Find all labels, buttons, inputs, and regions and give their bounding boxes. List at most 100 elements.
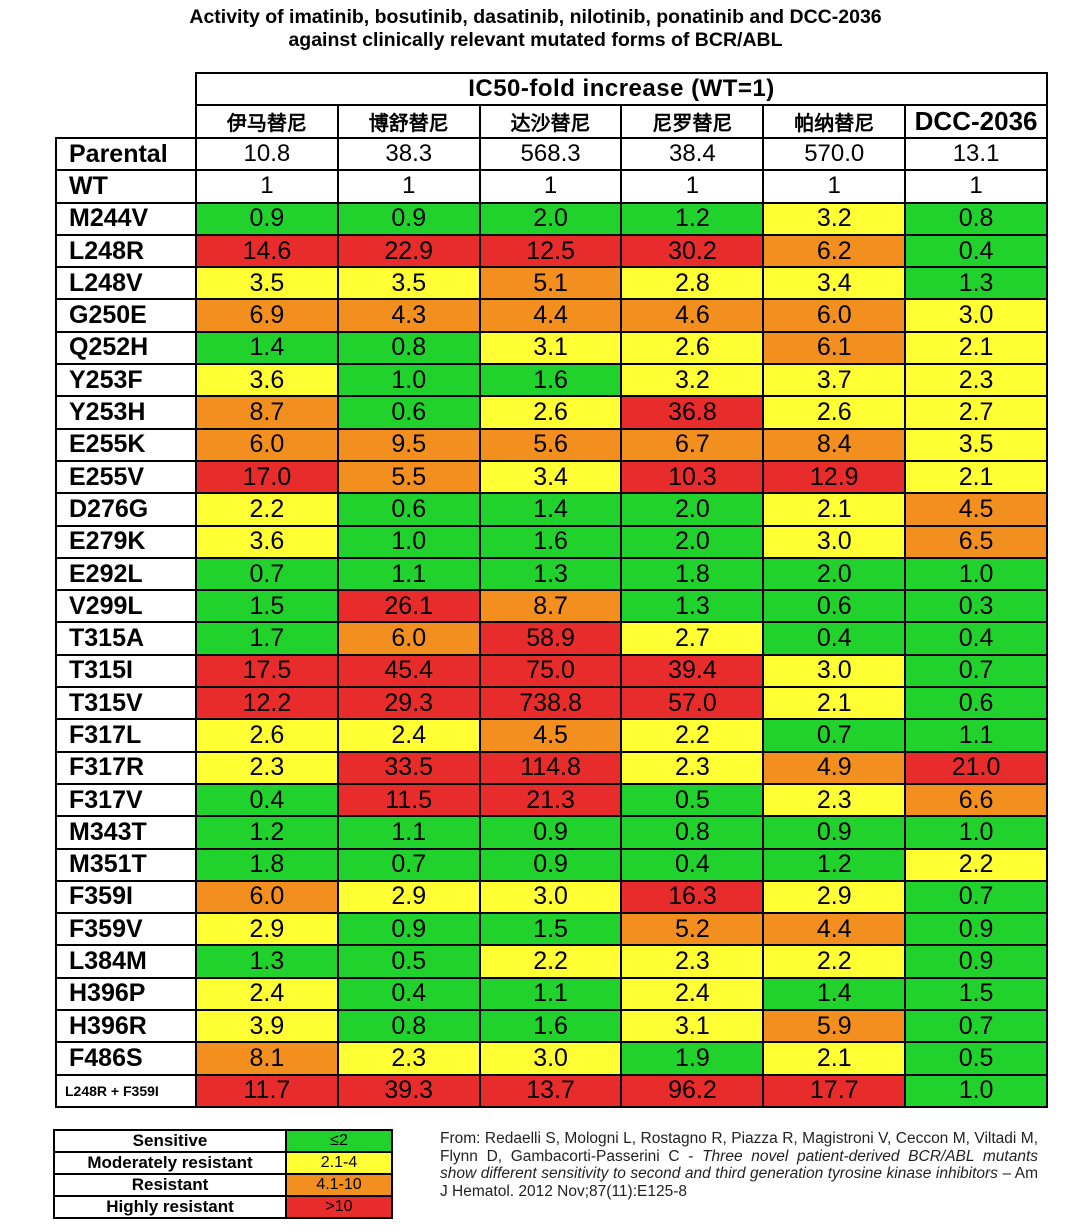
table-cell: 1.0 xyxy=(904,1073,1048,1108)
table-row: G250E 6.9 4.3 4.4 4.6 6.0 3.0 xyxy=(55,298,1048,333)
table-cell: 2.1 xyxy=(762,1041,907,1076)
table-cell: 3.5 xyxy=(904,427,1048,462)
table-cell: 2.1 xyxy=(904,330,1048,366)
table-cell: 0.9 xyxy=(195,201,339,236)
table-cell: 0.6 xyxy=(336,492,481,527)
table-cell: 1.3 xyxy=(904,266,1048,301)
table-cell: 5.5 xyxy=(336,459,481,495)
row-label: D276G xyxy=(55,492,197,527)
table-cell: 1.7 xyxy=(195,621,339,656)
table-cell: 2.3 xyxy=(762,782,907,818)
row-label: M351T xyxy=(55,847,197,882)
citation: From: Redaelli S, Mologni L, Rostagno R,… xyxy=(440,1130,1038,1200)
table-cell: 11.5 xyxy=(336,782,481,818)
table-row: T315A 1.7 6.0 58.9 2.7 0.4 0.4 xyxy=(55,621,1048,656)
table-row: H396P 2.4 0.4 1.1 2.4 1.4 1.5 xyxy=(55,976,1048,1012)
table-cell: 1.8 xyxy=(195,847,339,882)
table-cell: 0.6 xyxy=(904,686,1048,721)
table-cell: 2.2 xyxy=(904,847,1048,882)
table-cell: 2.6 xyxy=(195,718,339,753)
table-cell: 12.2 xyxy=(195,686,339,721)
table-cell: 6.5 xyxy=(904,524,1048,559)
table-cell: 0.8 xyxy=(336,1009,481,1044)
table-cell: 2.2 xyxy=(478,944,623,979)
table-cell: 0.4 xyxy=(195,782,339,818)
header-blank xyxy=(56,73,196,105)
table-cell: 2.0 xyxy=(620,492,765,527)
table-cell: 6.0 xyxy=(336,621,481,656)
table-cell: 29.3 xyxy=(336,686,481,721)
table-row: Q252H 1.4 0.8 3.1 2.6 6.1 2.1 xyxy=(55,330,1048,366)
table-row: T315V 12.2 29.3 738.8 57.0 2.1 0.6 xyxy=(55,686,1048,721)
row-label: Q252H xyxy=(55,330,197,366)
table-cell: 2.3 xyxy=(195,750,339,785)
table-cell: 4.5 xyxy=(904,492,1048,527)
table-cell: 57.0 xyxy=(620,686,765,721)
table-cell: 12.9 xyxy=(762,459,907,495)
table-row: V299L 1.5 26.1 8.7 1.3 0.6 0.3 xyxy=(55,589,1048,624)
table-cell: 2.2 xyxy=(762,944,907,979)
table-cell: 2.3 xyxy=(620,750,765,785)
table-cell: 2.9 xyxy=(762,879,907,915)
row-label: E255K xyxy=(55,427,197,462)
table-row: Parental 10.8 38.3 568.3 38.4 570.0 13.1 xyxy=(55,136,1048,172)
table-cell: 2.4 xyxy=(195,976,339,1012)
table-row: Y253H 8.7 0.6 2.6 36.8 2.6 2.7 xyxy=(55,395,1048,430)
row-label: F317V xyxy=(55,782,197,818)
table-cell: 5.2 xyxy=(620,912,765,947)
table-header-row: IC50-fold increase (WT=1) xyxy=(56,72,1048,106)
table-cell: 0.7 xyxy=(762,718,907,753)
row-label: F359I xyxy=(55,879,197,915)
table-cell: 9.5 xyxy=(336,427,481,462)
table-row: E255V 17.0 5.5 3.4 10.3 12.9 2.1 xyxy=(55,459,1048,495)
table-cell: 3.0 xyxy=(904,298,1048,333)
table-cell: 1.3 xyxy=(195,944,339,979)
table-cell: 30.2 xyxy=(620,233,765,269)
table-cell: 1.1 xyxy=(904,718,1048,753)
table-cell: 0.7 xyxy=(904,653,1048,689)
table-cell: 0.6 xyxy=(336,395,481,430)
table-cell: 2.0 xyxy=(478,201,623,236)
row-label: T315V xyxy=(55,686,197,721)
table-cell: 1.3 xyxy=(620,589,765,624)
legend-row: Sensitive ≤2 xyxy=(53,1129,393,1153)
drug-header-6: DCC-2036 xyxy=(904,104,1048,139)
table-cell: 5.9 xyxy=(762,1009,907,1044)
row-label: M343T xyxy=(55,815,197,850)
row-label: L248V xyxy=(55,266,197,301)
table-cell: 3.1 xyxy=(620,1009,765,1044)
table-cell: 0.7 xyxy=(904,879,1048,915)
table-cell: 45.4 xyxy=(336,653,481,689)
table-cell: 2.1 xyxy=(762,686,907,721)
drug-header-2: 博舒替尼 xyxy=(336,104,481,139)
table-cell: 1.2 xyxy=(195,815,339,850)
table-cell: 2.3 xyxy=(620,944,765,979)
legend-swatch: 2.1-4 xyxy=(285,1151,393,1175)
table-cell: 1.0 xyxy=(336,363,481,398)
drug-header-1: 伊马替尼 xyxy=(195,104,339,139)
table-cell: 3.0 xyxy=(762,653,907,689)
table-cell: 1.6 xyxy=(478,363,623,398)
table-cell: 3.0 xyxy=(478,879,623,915)
row-label: E292L xyxy=(55,556,197,592)
legend-swatch: >10 xyxy=(285,1195,393,1219)
table-cell: 114.8 xyxy=(478,750,623,785)
table-cell: 6.0 xyxy=(195,879,339,915)
table-cell: 0.9 xyxy=(478,847,623,882)
table-cell: 1.4 xyxy=(762,976,907,1012)
table-cell: 1.0 xyxy=(904,815,1048,850)
row-label: V299L xyxy=(55,589,197,624)
title-line-2: against clinically relevant mutated form… xyxy=(288,29,783,51)
table-cell: 1 xyxy=(195,169,339,204)
legend-row: Resistant 4.1-10 xyxy=(53,1173,393,1197)
table-cell: 2.0 xyxy=(762,556,907,592)
title-line-1: Activity of imatinib, bosutinib, dasatin… xyxy=(189,6,882,28)
table-cell: 11.7 xyxy=(195,1073,339,1108)
table-cell: 4.3 xyxy=(336,298,481,333)
table-cell: 1 xyxy=(478,169,623,204)
table-cell: 1 xyxy=(336,169,481,204)
table-row: M351T 1.8 0.7 0.9 0.4 1.2 2.2 xyxy=(55,847,1048,882)
drug-header-blank xyxy=(56,105,196,138)
table-cell: 0.8 xyxy=(620,815,765,850)
table-cell: 3.0 xyxy=(762,524,907,559)
